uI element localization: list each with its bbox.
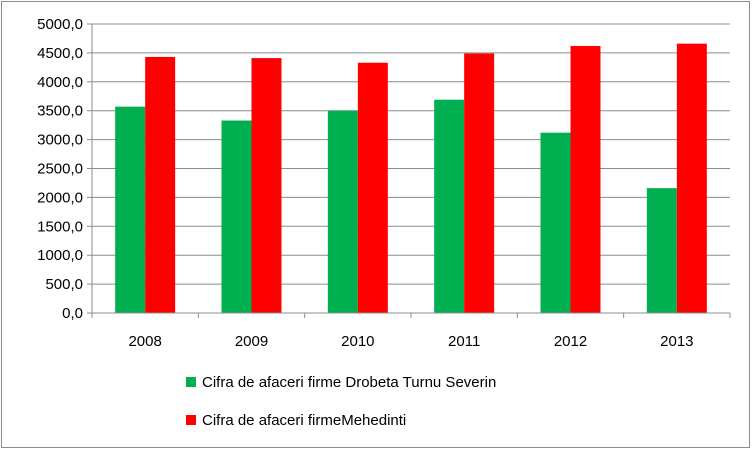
bar-2009-series-1 (221, 120, 252, 313)
x-tick-label: 2010 (341, 333, 374, 350)
x-tick-label: 2012 (554, 333, 587, 350)
legend-swatch-series-2 (186, 415, 196, 425)
bar-2010-series-1 (327, 110, 358, 313)
y-tick-label: 5000,0 (37, 16, 83, 33)
y-tick-label: 4500,0 (37, 45, 83, 62)
y-tick-label: 2500,0 (37, 161, 83, 178)
x-tick-label: 2013 (660, 333, 693, 350)
bar-2009-series-2 (251, 58, 282, 313)
bar-2013-series-2 (676, 43, 707, 313)
axes (87, 23, 731, 318)
y-tick-label: 1000,0 (37, 247, 83, 264)
y-tick-label: 2000,0 (37, 189, 83, 206)
x-tick-label: 2009 (235, 333, 268, 350)
bar-2011-series-1 (434, 99, 465, 313)
bar-2008-series-2 (145, 56, 176, 314)
y-tick-label: 4000,0 (37, 74, 83, 91)
y-tick-label: 1500,0 (37, 218, 83, 235)
gridlines (92, 23, 730, 285)
bar-2013-series-1 (646, 188, 677, 313)
legend-swatch-series-1 (186, 377, 196, 387)
bar-2010-series-2 (357, 62, 388, 314)
legend: Cifra de afaceri firme Drobeta Turnu Sev… (186, 374, 496, 429)
bar-2012-series-1 (540, 132, 571, 313)
bar-2008-series-1 (115, 106, 146, 314)
bars (115, 43, 707, 314)
x-tick-label: 2008 (128, 333, 161, 350)
legend-label-series-1: Cifra de afaceri firme Drobeta Turnu Sev… (202, 374, 496, 391)
x-tick-labels: 2008 2009 2010 2011 2012 2013 (128, 333, 693, 350)
y-tick-label: 0,0 (62, 305, 83, 322)
y-tick-label: 3000,0 (37, 132, 83, 149)
y-tick-label: 500,0 (45, 276, 83, 293)
y-tick-label: 3500,0 (37, 103, 83, 120)
bar-2011-series-2 (464, 53, 495, 314)
x-tick-label: 2011 (448, 333, 480, 350)
legend-label-series-2: Cifra de afaceri firmeMehedinti (202, 412, 406, 429)
y-tick-labels: 0,0 500,0 1000,0 1500,0 2000,0 2500,0 3000,0 35… (37, 16, 83, 322)
bar-2012-series-2 (570, 45, 601, 314)
